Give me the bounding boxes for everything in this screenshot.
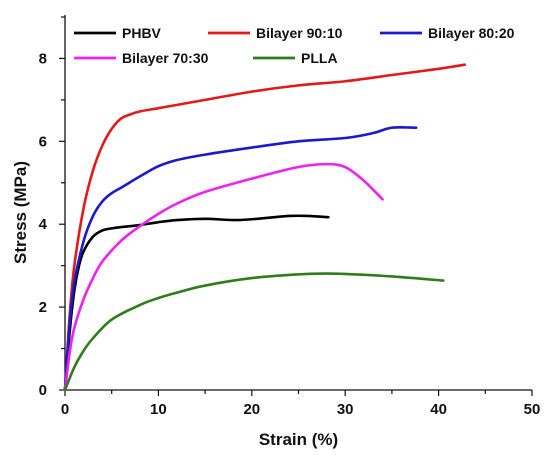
series-lines [63, 63, 467, 392]
series-line-bilayer-80-20 [63, 125, 418, 392]
legend-label-phbv: PHBV [122, 25, 162, 41]
y-axis-title: Stress (MPa) [11, 161, 30, 264]
y-tick-label: 2 [39, 299, 47, 316]
legend-label-bilayer-70-30: Bilayer 70:30 [122, 50, 209, 66]
x-tick-label: 0 [61, 401, 69, 418]
x-axis-title: Strain (%) [259, 430, 338, 449]
y-tick-label: 4 [39, 216, 48, 233]
x-tick-label: 20 [243, 401, 260, 418]
legend-label-plla: PLLA [301, 50, 338, 66]
x-tick-label: 10 [150, 401, 167, 418]
series-line-bilayer-70-30 [63, 162, 384, 392]
y-tick-label: 6 [39, 133, 47, 150]
y-tick-label: 8 [39, 50, 47, 67]
x-tick-label: 50 [524, 401, 541, 418]
x-tick-label: 30 [337, 401, 354, 418]
axes: 0 10 20 30 40 50 0 2 4 6 8 [39, 15, 541, 418]
legend-label-bilayer-90-10: Bilayer 90:10 [256, 25, 343, 41]
x-tick-label: 40 [430, 401, 447, 418]
legend-label-bilayer-80-20: Bilayer 80:20 [428, 25, 515, 41]
series-line-phbv [63, 214, 330, 392]
series-line-plla [63, 272, 445, 392]
series-line-bilayer-90-10 [63, 63, 467, 392]
y-tick-label: 0 [39, 382, 47, 399]
legend: PHBV Bilayer 90:10 Bilayer 80:20 Bilayer 70… [74, 25, 515, 66]
